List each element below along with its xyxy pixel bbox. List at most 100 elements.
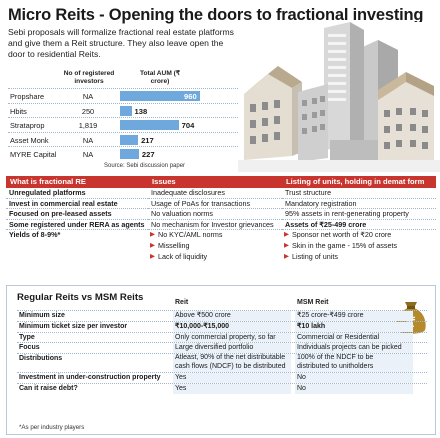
msm-cell: ₹25 crore-₹499 crore (295, 311, 413, 321)
reit-cell: Above ₹500 crore (173, 311, 291, 321)
list-item: Trust structure (282, 188, 436, 199)
list-item: Some registered under RERA as agents (6, 220, 148, 231)
reit-cell: Atleast, 90% of the net distributable cas… (173, 354, 291, 373)
row-label: Can it raise debt? (19, 384, 78, 392)
bullet-item: ▶ No KYC/AML norms (148, 230, 282, 241)
triangle-bullet-icon: ▶ (284, 252, 289, 260)
reit-cell: Yes (173, 383, 291, 394)
table-row: Can it raise debt? Yes No (17, 382, 427, 394)
footnote: *As per industry players (19, 424, 85, 431)
msm-cell-line: 100% of the NDCF to be (297, 354, 374, 362)
investor-count: NA (82, 135, 94, 145)
bullet-item: ▶ Sponsor net worth of ₹20 crore (282, 230, 436, 241)
platform-name: Hbits (10, 106, 27, 116)
list-item: Assets of ₹25-499 crore (282, 220, 436, 231)
aum-value: 217 (141, 135, 154, 145)
bullet-text: Listing of units (292, 251, 338, 261)
platform-name: Propshare (10, 92, 45, 101)
aum-row: MYRE Capital NA 227 (8, 146, 238, 161)
list-item: Mandatory registration (282, 199, 436, 210)
list-item: No mechanism for Investor grievances (148, 220, 282, 231)
msm-cell: No (295, 383, 413, 394)
investor-count: 1,819 (78, 121, 98, 131)
issues-column: Inadequate disclosures Usage of PoAs for… (148, 188, 282, 262)
msm-cell: ₹10 lakh (295, 321, 413, 332)
bullet-item: ▶ Lack of liquidity (148, 252, 282, 263)
buildings-illustration (238, 22, 440, 172)
list-item: Focused on pre-leased assets (6, 209, 148, 220)
list-item: Yields of 8-9%* (9, 230, 61, 240)
aum-value: 227 (141, 150, 155, 160)
reit-cell: Only commercial property, so far (173, 332, 291, 343)
aum-row: Hbits 250 138 (8, 102, 238, 118)
investor-count: 250 (81, 106, 95, 116)
aum-value: 704 (181, 121, 195, 131)
source-note: Source: Sebi discussion paper (104, 162, 186, 169)
aum-row: Strataprop 1,819 704 (8, 117, 238, 132)
aum-row: Asset Monk NA 217 (8, 131, 238, 147)
row-label: Minimum ticket size per investor (19, 322, 128, 330)
triangle-bullet-icon: ▶ (150, 231, 155, 239)
msm-cell: Individuals projects can be picked (295, 343, 413, 354)
platform-name: Strataprop (10, 121, 45, 131)
bullet-text: Sponsor net worth of ₹20 crore (292, 230, 392, 240)
reit-cell: Yes (173, 373, 291, 383)
platform-name: Asset Monk (10, 135, 49, 145)
bullet-text: No KYC/AML norms (158, 230, 223, 240)
table-row: Investment in under-construction propert… (17, 372, 427, 383)
bullet-item: ▶ Listing of units (282, 252, 436, 263)
aum-bar (120, 120, 179, 131)
reit-comparison-rows: Minimum size Above ₹500 crore ₹25 crore-… (17, 310, 427, 394)
fractional-re-column: Unregulated platforms Invest in commerci… (6, 188, 148, 262)
aum-table-header: No of registered investors Total AUM (₹ … (8, 70, 238, 88)
list-item: Inadequate disclosures (148, 188, 282, 199)
triangle-bullet-icon: ▶ (150, 252, 155, 260)
col-total-aum: Total AUM (₹ crore) (139, 70, 181, 85)
reit-comparison-box: Regular Reits vs MSM Reits Reit MSM Reit… (6, 285, 436, 435)
aum-bar (120, 134, 139, 145)
header-listing: Listing of units, holding in demat form (286, 177, 425, 186)
bullet-item: ▶ Skin in the game - 15% of assets (282, 241, 436, 252)
aum-bar (120, 149, 139, 160)
row-label: Type (19, 333, 35, 341)
aum-bar (120, 91, 200, 101)
section-title: Regular Reits vs MSM Reits (17, 292, 144, 303)
row-label: Minimum size (19, 312, 65, 319)
aum-value: 138 (134, 106, 148, 116)
table-row: Type Only commercial property, so far Co… (17, 331, 427, 343)
triangle-bullet-icon: ▶ (284, 241, 289, 249)
headline: Micro Reits - Opening the doors to fract… (8, 6, 424, 24)
row-label: Focus (19, 344, 40, 352)
msm-cell: Commercial or Residential (295, 332, 413, 343)
table-row: Focus Large diversified portfolio Indivi… (17, 342, 427, 354)
row-label: Investment in under-construction propert… (19, 374, 161, 382)
bullet-text: Misselling (158, 240, 190, 250)
bullet-item: ▶ Misselling (148, 241, 282, 252)
table-row: Distributions Atleast, 90% of the net di… (17, 353, 427, 373)
col-msm-reit: MSM Reit (297, 299, 329, 306)
row-label: Distributions (19, 355, 63, 363)
bullet-text: Lack of liquidity (158, 251, 208, 261)
msm-cell: 100% of the NDCF to be distributed to uni… (295, 354, 413, 373)
investor-count: NA (82, 92, 94, 101)
reit-cell-line: Atleast, 90% of the net distributable (175, 354, 286, 362)
reit-cell: Large diversified portfolio (173, 343, 291, 354)
msm-cell-line: distributed to unitholders (297, 362, 374, 370)
col-reit: Reit (175, 299, 189, 306)
lede: Sebi proposals will formalize fractional… (8, 27, 234, 59)
aum-row: Propshare NA 960 (8, 88, 238, 103)
listing-column: Trust structure Mandatory registration 9… (282, 188, 436, 262)
col-registered-investors: No of registered investors (63, 70, 115, 85)
fractional-re-table: What is fractional RE Issues Listing of … (6, 176, 436, 262)
msm-cell: No (295, 373, 413, 383)
aum-bar (120, 105, 132, 116)
list-item: 95% assets in rent-generating property (282, 209, 436, 220)
triangle-bullet-icon: ▶ (284, 231, 289, 239)
list-item: No valuation norms (148, 209, 282, 220)
table-row: Minimum ticket size per investor ₹10,000… (17, 320, 427, 332)
aum-value: 960 (184, 92, 197, 101)
bullet-text: Skin in the game - 15% of assets (292, 240, 398, 250)
header-fractional-re: What is fractional RE (10, 177, 86, 186)
reit-cell-line: cash flows (NDCF) to be distributed (175, 362, 286, 370)
